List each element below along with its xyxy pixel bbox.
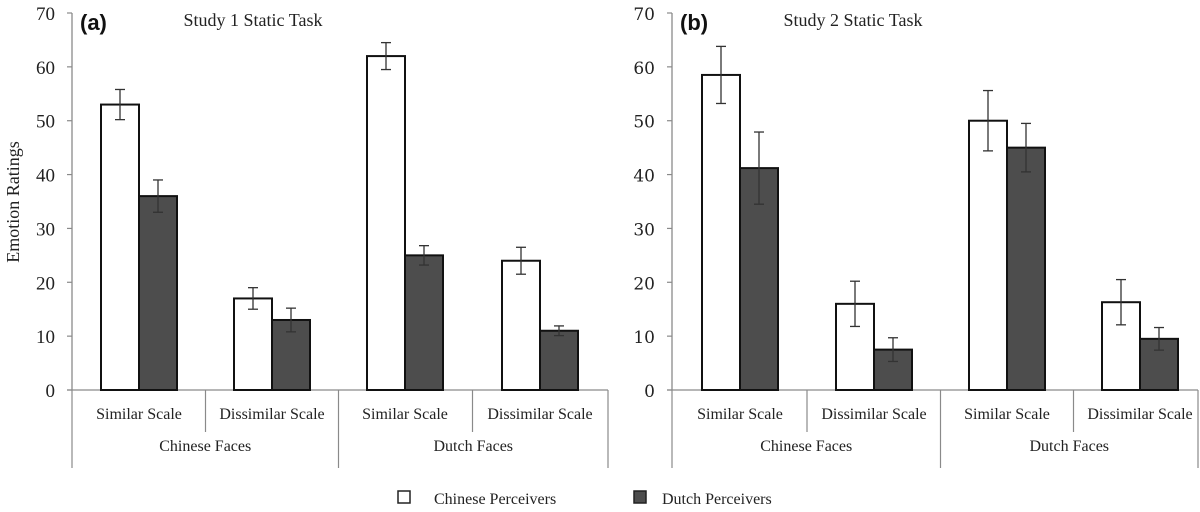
bar-dutch-perceivers: [739, 167, 779, 391]
x-category-label: Dissimilar Scale: [219, 406, 324, 423]
y-tick-label: 10: [36, 327, 55, 348]
x-category-label: Dissimilar Scale: [821, 406, 926, 423]
panel-tag: (a): [80, 10, 107, 35]
y-tick-label: 20: [36, 273, 55, 294]
panel-b: 0 10 20 30 40 50 60 70 Similar Scale Dissimilar S…: [633, 5, 1199, 468]
y-tick-label: 30: [36, 219, 55, 240]
legend: Chinese Perceivers Dutch Perceivers: [397, 490, 772, 508]
y-tick-label: 0: [46, 381, 56, 402]
bar-chinese-perceivers: [366, 55, 406, 391]
y-tick-label: 50: [36, 112, 55, 133]
legend-swatch-chinese-perceivers: [397, 490, 411, 504]
y-tick-label: 60: [36, 58, 55, 79]
legend-label-chinese-perceivers: Chinese Perceivers: [434, 491, 556, 508]
y-tick-label: 50: [633, 113, 655, 133]
x-group-label: Chinese Faces: [159, 438, 251, 455]
x-category-label: Similar Scale: [362, 406, 448, 423]
bar-chinese-perceivers: [968, 119, 1008, 391]
y-tick-label: 30: [633, 220, 655, 240]
x-category-label: Dissimilar Scale: [1087, 406, 1192, 423]
y-tick-label: 60: [633, 59, 655, 79]
chart-title: Study 2 Static Task: [784, 10, 923, 30]
y-tick-label: 20: [633, 274, 655, 294]
bar-dutch-perceivers: [1006, 146, 1046, 391]
legend-swatch-dutch-perceivers: [633, 490, 647, 504]
panel-a: 0 10 20 30 40 50 60 70 Similar Scale Dissimilar S…: [3, 4, 609, 468]
x-group-label: Dutch Faces: [433, 438, 513, 455]
bar-dutch-perceivers: [138, 195, 178, 391]
bar-dutch-perceivers: [539, 329, 579, 391]
y-tick-label: 0: [644, 382, 655, 402]
bar-chinese-perceivers: [233, 297, 273, 392]
y-tick-label: 40: [36, 166, 55, 187]
bar-chinese-perceivers: [100, 103, 140, 392]
y-axis-label: Emotion Ratings: [3, 141, 23, 263]
x-category-label: Similar Scale: [96, 406, 182, 423]
bar-dutch-perceivers: [404, 254, 444, 391]
chart-title: Study 1 Static Task: [184, 10, 323, 30]
legend-label-dutch-perceivers: Dutch Perceivers: [662, 491, 772, 508]
y-tick-label: 40: [633, 167, 655, 187]
bar-chinese-perceivers: [501, 259, 541, 391]
y-tick-label: 70: [36, 4, 55, 25]
panel-tag: (b): [680, 10, 708, 35]
x-group-label: Dutch Faces: [1029, 438, 1109, 455]
x-category-label: Similar Scale: [697, 406, 783, 423]
x-category-label: Similar Scale: [964, 406, 1050, 423]
y-tick-label: 70: [633, 5, 655, 25]
x-group-label: Chinese Faces: [760, 438, 852, 455]
bar-chinese-perceivers: [701, 73, 741, 392]
x-category-label: Dissimilar Scale: [487, 406, 592, 423]
y-tick-label: 10: [633, 328, 655, 348]
